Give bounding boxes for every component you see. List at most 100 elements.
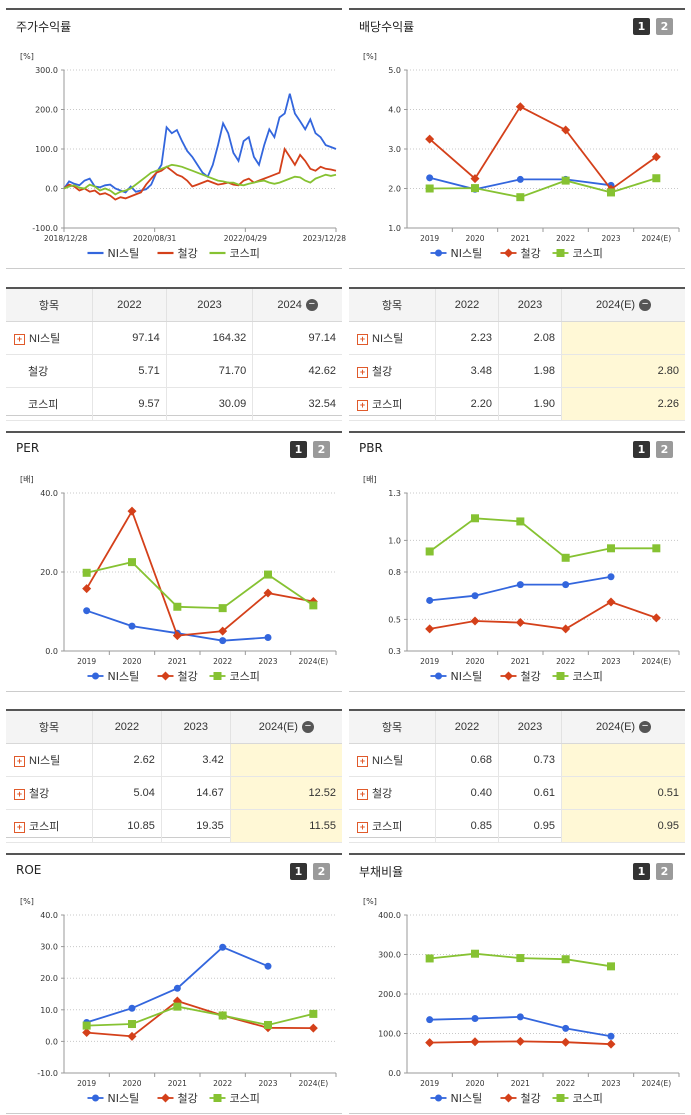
- data-point: [425, 954, 434, 963]
- y-unit-label: [%]: [363, 52, 377, 61]
- collapse-icon[interactable]: −: [305, 299, 318, 312]
- expand-plus-icon[interactable]: +: [14, 821, 25, 833]
- table-cell: 32.54: [252, 387, 342, 421]
- data-point: [471, 184, 479, 193]
- collapse-icon[interactable]: −: [639, 721, 652, 734]
- expand-plus-icon[interactable]: +: [14, 333, 25, 345]
- y-tick-label: 200.0: [378, 990, 401, 999]
- y-tick-label: 1.0: [388, 224, 401, 233]
- page-1-button[interactable]: 1: [290, 441, 307, 458]
- row-label[interactable]: + NI스틸: [349, 321, 436, 355]
- data-point: [172, 631, 182, 641]
- per-panel: PER 1 2 [배] 40.0 20.0 0.0 2019 2020 2021 2022 20…: [6, 431, 342, 692]
- x-tick-label: 2023: [258, 1079, 277, 1088]
- page-2-button[interactable]: 2: [313, 863, 330, 880]
- table-cell: 2.08: [498, 321, 562, 355]
- debt-ratio-chart: [%]400.0 300.0 200.0 100.0 0.0 2019 2020 2021 20…: [363, 897, 680, 1105]
- row-label[interactable]: + 철강: [349, 354, 436, 388]
- data-point: [561, 955, 570, 964]
- expand-plus-icon[interactable]: +: [357, 755, 368, 767]
- dividend-table-panel: 항목 2022 2023 2024(E) − + NI스틸 2.23 2.08 + 철강 3.48 1.…: [349, 287, 685, 421]
- y-tick-label: 0.0: [388, 1069, 401, 1078]
- row-label[interactable]: + 코스피: [349, 809, 436, 843]
- panel-title: 부채비율: [359, 865, 404, 879]
- panel-title: 주가수익률: [16, 20, 72, 34]
- x-tick-label: 2024(E): [641, 234, 671, 243]
- data-point: [425, 184, 434, 193]
- y-tick-label: 4.0: [388, 106, 401, 115]
- data-point: [471, 1014, 479, 1022]
- table-cell: 42.62: [252, 354, 342, 388]
- row-label[interactable]: + 코스피: [349, 387, 436, 421]
- expand-plus-icon[interactable]: +: [357, 333, 368, 345]
- row-label[interactable]: + 코스피: [6, 809, 93, 843]
- y-tick-label: 0.0: [45, 185, 58, 194]
- y-tick-label: 3.0: [388, 145, 401, 154]
- data-point: [92, 1094, 99, 1102]
- x-tick-label: 2020: [465, 234, 484, 243]
- column-header: 2022: [434, 289, 499, 322]
- legend-label: 코스피: [230, 1092, 260, 1105]
- table-cell: 12.52: [229, 776, 342, 810]
- page-2-button[interactable]: 2: [656, 18, 673, 35]
- row-label[interactable]: + NI스틸: [6, 743, 93, 777]
- row-label[interactable]: + 철강: [6, 776, 93, 810]
- data-point: [504, 248, 513, 258]
- collapse-icon[interactable]: −: [301, 721, 314, 734]
- page-1-button[interactable]: 1: [633, 18, 650, 35]
- expand-plus-icon[interactable]: +: [14, 788, 25, 800]
- x-tick-label: 2022: [556, 657, 575, 666]
- per-table: 항목 2022 2023 2024(E) − + NI스틸 2.62 3.42 + 철강 5.04 14…: [6, 711, 342, 843]
- row-label[interactable]: + NI스틸: [349, 743, 436, 777]
- collapse-icon[interactable]: −: [639, 299, 652, 312]
- data-point: [606, 597, 616, 607]
- x-tick-label: 2024(E): [298, 1079, 328, 1088]
- y-tick-label: 20.0: [40, 974, 58, 983]
- y-tick-label: 100.0: [378, 1030, 401, 1039]
- series-line: [63, 93, 337, 194]
- table-cell: 97.14: [92, 321, 167, 355]
- dividend-yield-chart: [%] 5.0 4.0 3.0 2.0 1.0 2019 2020 2021 2022 2023 20…: [363, 52, 680, 260]
- panel-title: ROE: [16, 863, 42, 877]
- legend-label: 철강: [521, 247, 541, 260]
- table-cell: 0.95: [561, 809, 685, 843]
- data-point: [515, 102, 525, 112]
- row-name: NI스틸: [372, 333, 404, 345]
- expand-plus-icon[interactable]: +: [357, 399, 368, 411]
- y-tick-label: 0.0: [45, 647, 58, 656]
- data-point: [128, 558, 136, 567]
- y-unit-label: [배]: [363, 475, 377, 484]
- data-point: [161, 1093, 170, 1103]
- row-label[interactable]: + 철강: [349, 776, 436, 810]
- pbr-table: 항목 2022 2023 2024(E) − + NI스틸 0.68 0.73 + 철강 0.40 0.…: [349, 711, 685, 843]
- expand-plus-icon[interactable]: +: [357, 788, 368, 800]
- table-row: + NI스틸 0.68 0.73: [349, 743, 685, 777]
- legend-label: 철강: [521, 1092, 541, 1105]
- table-cell: 0.40: [434, 776, 499, 810]
- table-cell: 10.85: [92, 809, 162, 843]
- row-name: 철강: [29, 788, 50, 800]
- x-tick-label: 2020: [122, 1079, 141, 1088]
- expand-plus-icon[interactable]: +: [14, 755, 25, 767]
- series-line: [86, 1005, 314, 1027]
- series-line: [85, 509, 314, 637]
- page-2-button[interactable]: 2: [313, 441, 330, 458]
- y-tick-label: 0.0: [45, 1037, 58, 1046]
- table-cell: [229, 743, 342, 777]
- page-1-button[interactable]: 1: [290, 863, 307, 880]
- y-unit-label: [배]: [20, 475, 34, 484]
- row-label: 철강: [6, 354, 93, 388]
- column-header: 2024(E) −: [229, 711, 342, 744]
- roe-panel: ROE 1 2 [%] 40.0 30.0 20.0 10.0 0.0 -10.0 2019 2…: [6, 853, 342, 1114]
- y-tick-label: 5.0: [388, 66, 401, 75]
- page-1-button[interactable]: 1: [633, 863, 650, 880]
- table-row: + 코스피 0.85 0.95 0.95: [349, 809, 685, 843]
- expand-plus-icon[interactable]: +: [357, 366, 368, 378]
- row-label[interactable]: + NI스틸: [6, 321, 93, 355]
- row-name: NI스틸: [372, 755, 404, 767]
- table-cell: 11.55: [229, 809, 342, 843]
- expand-plus-icon[interactable]: +: [357, 821, 368, 833]
- page-2-button[interactable]: 2: [656, 863, 673, 880]
- page-2-button[interactable]: 2: [656, 441, 673, 458]
- page-1-button[interactable]: 1: [633, 441, 650, 458]
